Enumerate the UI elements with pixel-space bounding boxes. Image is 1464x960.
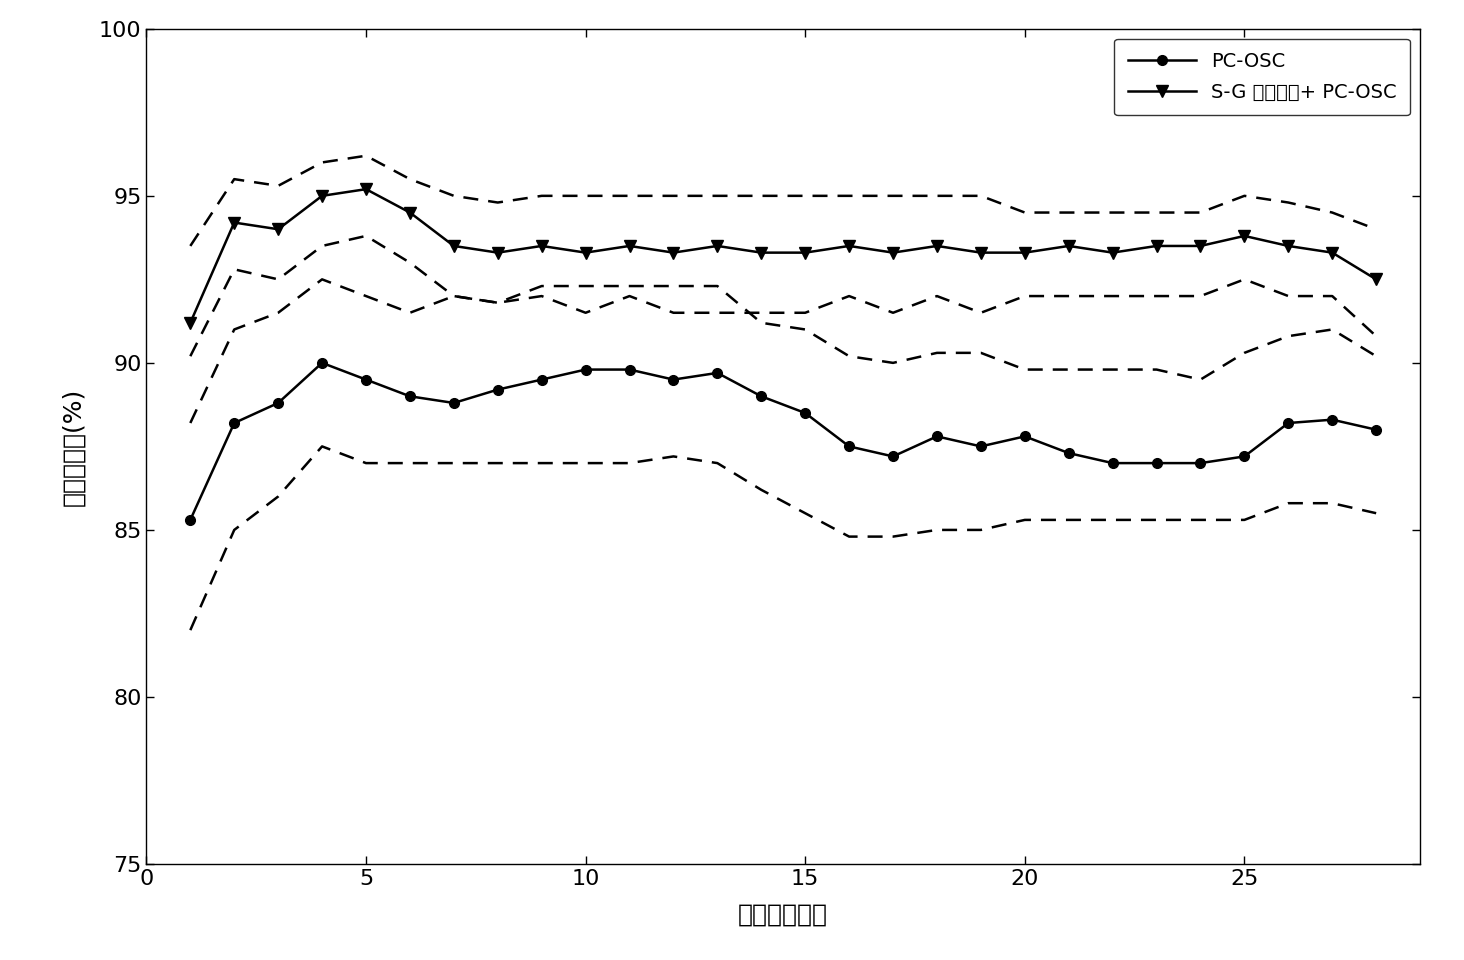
- PC-OSC: [1104, 457, 1121, 468]
- S-G 一阶导数+ PC-OSC: [972, 247, 990, 258]
- PC-OSC: [225, 418, 243, 429]
- X-axis label: 校正主因子数: 校正主因子数: [738, 902, 829, 926]
- PC-OSC: [1323, 414, 1341, 425]
- PC-OSC: [621, 364, 638, 375]
- PC-OSC: [840, 441, 858, 452]
- S-G 一阶导数+ PC-OSC: [445, 240, 463, 252]
- Legend: PC-OSC, S-G 一阶导数+ PC-OSC: PC-OSC, S-G 一阶导数+ PC-OSC: [1114, 38, 1410, 115]
- PC-OSC: [884, 450, 902, 462]
- S-G 一阶导数+ PC-OSC: [489, 247, 507, 258]
- S-G 一阶导数+ PC-OSC: [840, 240, 858, 252]
- S-G 一阶导数+ PC-OSC: [796, 247, 814, 258]
- S-G 一阶导数+ PC-OSC: [577, 247, 594, 258]
- S-G 一阶导数+ PC-OSC: [1104, 247, 1121, 258]
- PC-OSC: [1280, 418, 1297, 429]
- PC-OSC: [1192, 457, 1209, 468]
- PC-OSC: [928, 431, 946, 443]
- S-G 一阶导数+ PC-OSC: [752, 247, 770, 258]
- S-G 一阶导数+ PC-OSC: [1060, 240, 1078, 252]
- PC-OSC: [752, 391, 770, 402]
- S-G 一阶导数+ PC-OSC: [533, 240, 550, 252]
- S-G 一阶导数+ PC-OSC: [357, 183, 375, 195]
- PC-OSC: [972, 441, 990, 452]
- S-G 一阶导数+ PC-OSC: [1280, 240, 1297, 252]
- PC-OSC: [401, 391, 419, 402]
- S-G 一阶导数+ PC-OSC: [709, 240, 726, 252]
- PC-OSC: [665, 373, 682, 385]
- Line: S-G 一阶导数+ PC-OSC: S-G 一阶导数+ PC-OSC: [184, 183, 1382, 329]
- S-G 一阶导数+ PC-OSC: [225, 217, 243, 228]
- PC-OSC: [357, 373, 375, 385]
- S-G 一阶导数+ PC-OSC: [269, 224, 287, 235]
- PC-OSC: [709, 367, 726, 378]
- PC-OSC: [1016, 431, 1034, 443]
- PC-OSC: [796, 407, 814, 419]
- S-G 一阶导数+ PC-OSC: [182, 317, 199, 328]
- Line: PC-OSC: PC-OSC: [186, 358, 1381, 525]
- S-G 一阶导数+ PC-OSC: [665, 247, 682, 258]
- PC-OSC: [1367, 424, 1385, 436]
- S-G 一阶导数+ PC-OSC: [1236, 230, 1253, 242]
- PC-OSC: [1236, 450, 1253, 462]
- S-G 一阶导数+ PC-OSC: [1192, 240, 1209, 252]
- S-G 一阶导数+ PC-OSC: [1323, 247, 1341, 258]
- S-G 一阶导数+ PC-OSC: [884, 247, 902, 258]
- PC-OSC: [489, 384, 507, 396]
- PC-OSC: [533, 373, 550, 385]
- PC-OSC: [269, 397, 287, 409]
- S-G 一阶导数+ PC-OSC: [928, 240, 946, 252]
- S-G 一阶导数+ PC-OSC: [1148, 240, 1165, 252]
- PC-OSC: [577, 364, 594, 375]
- PC-OSC: [1060, 447, 1078, 459]
- S-G 一阶导数+ PC-OSC: [1367, 274, 1385, 285]
- S-G 一阶导数+ PC-OSC: [1016, 247, 1034, 258]
- PC-OSC: [182, 515, 199, 526]
- Y-axis label: 鉴定正确率(%): 鉴定正确率(%): [61, 387, 85, 506]
- PC-OSC: [313, 357, 331, 369]
- S-G 一阶导数+ PC-OSC: [401, 206, 419, 218]
- PC-OSC: [1148, 457, 1165, 468]
- PC-OSC: [445, 397, 463, 409]
- S-G 一阶导数+ PC-OSC: [621, 240, 638, 252]
- S-G 一阶导数+ PC-OSC: [313, 190, 331, 202]
